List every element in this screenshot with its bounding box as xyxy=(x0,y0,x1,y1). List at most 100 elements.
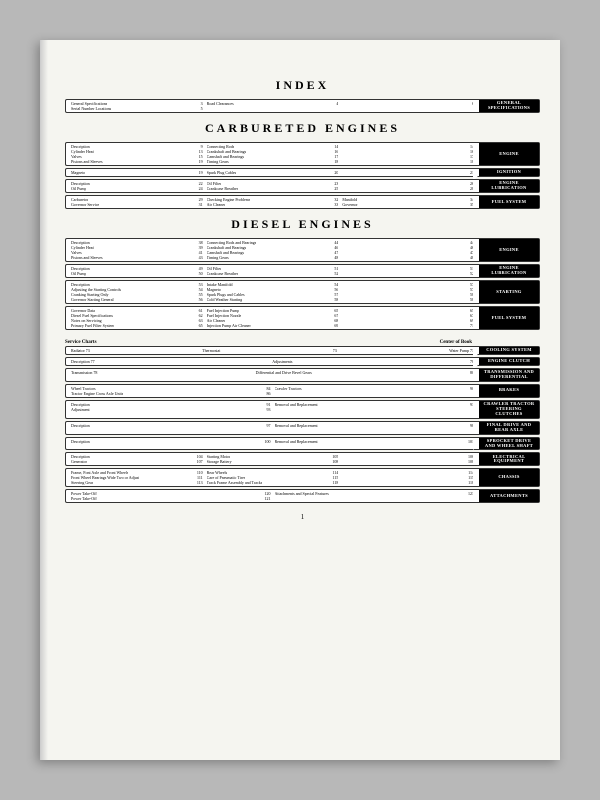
carb-title: CARBURETED ENGINES xyxy=(65,121,540,136)
column: Magneto19 xyxy=(69,170,205,175)
index-entry: Removal and Replacement93 xyxy=(275,402,475,407)
index-entry: Timing Gears48 xyxy=(207,255,339,260)
column: Starting Motor105Storage Battery108 xyxy=(205,454,341,464)
index-entry: Governor35 xyxy=(342,202,474,207)
index-entry: Cold Weather Starting58 xyxy=(207,297,339,302)
index-entry: Adjustment93 xyxy=(71,407,271,412)
index-row: Governor Data61Diesel Fuel Specification… xyxy=(65,306,540,330)
index-row: Description 77 Adjustments 78ENGINE CLUT… xyxy=(65,357,540,366)
column: 57575858 xyxy=(340,282,476,302)
column: Rear Wheels114Care of Pneumatic Tires115… xyxy=(205,470,341,485)
index-title: INDEX xyxy=(65,78,540,93)
section-tab: SPROCKET DRIVE AND WHEEL SHAFT xyxy=(479,438,539,450)
index-entry: Removal and Replacement98 xyxy=(275,423,475,428)
index-entry: Adjustments xyxy=(272,359,292,364)
column: Connecting Rods and Bearings44Crankshaft… xyxy=(205,240,341,260)
column: Transmission 78 Differential and Drive B… xyxy=(69,370,476,380)
section-tab: ENGINE CLUTCH xyxy=(479,358,539,365)
column: Intake Manifold54Magneto56Spark Plugs an… xyxy=(205,282,341,302)
index-entry: Description100 xyxy=(71,439,271,444)
column: Manifold34Governor35 xyxy=(340,197,476,207)
subheader: Service ChartsCenter of Book xyxy=(65,340,540,345)
index-row: Carburetor29Governor Service31Checking E… xyxy=(65,195,540,209)
column: Carburetor29Governor Service31 xyxy=(69,197,205,207)
column: Crawler Tractors90 xyxy=(273,386,477,396)
index-entry: 73 xyxy=(333,348,337,353)
index-row: Magneto19Spark Plug Cables2021IGNITION xyxy=(65,168,540,177)
section-tab: COOLING SYSTEM xyxy=(479,347,539,354)
index-entry: Governor Service31 xyxy=(71,202,203,207)
column: Description53Adjusting the Starting Cont… xyxy=(69,282,205,302)
index-row: Radiator 73 Thermostat 73 Water Pump 73 CO… xyxy=(65,346,540,355)
index-row: General Specifications3Serial Number Loc… xyxy=(65,99,540,113)
section-tab: GENERAL SPECIFICATIONS xyxy=(479,100,539,112)
column: Description91Adjustment93 xyxy=(69,402,273,417)
column: Removal and Replacement101 xyxy=(273,439,477,449)
column: Description38Cylinder Head39Valves41Pist… xyxy=(69,240,205,260)
section-tab: ATTACHMENTS xyxy=(479,490,539,502)
column: Description 77 Adjustments 78 xyxy=(69,359,476,364)
index-row: Description38Cylinder Head39Valves41Pist… xyxy=(65,238,540,262)
column: Oil Filter23Crankcase Breather25 xyxy=(205,181,341,191)
index-entry: Description 77 xyxy=(71,359,95,364)
index-entry: 21 xyxy=(342,170,474,175)
column: 5152 xyxy=(340,266,476,276)
index-entry: Power Take-Off121 xyxy=(71,496,271,501)
column: Description49Oil Pump50 xyxy=(69,266,205,276)
section-tab: ELECTRICAL EQUIPMENT xyxy=(479,453,539,465)
column: Attachments and Special Features123 xyxy=(273,491,477,501)
column: Checking Engine Problems32Air Cleaner33 xyxy=(205,197,341,207)
column: Description104Generator107 xyxy=(69,454,205,464)
index-row: Transmission 78 Differential and Drive B… xyxy=(65,368,540,382)
column: Fuel Injection Pump65Fuel Injection Nozz… xyxy=(205,308,341,328)
index-row: Description97 Removal and Replacement98 FI… xyxy=(65,421,540,435)
index-entry: Differential and Drive Bevel Gears xyxy=(256,370,312,380)
index-entry: Storage Battery108 xyxy=(207,459,339,464)
column: Description9Cylinder Head13Valves15Pisto… xyxy=(69,144,205,164)
column: Governor Data61Diesel Fuel Specification… xyxy=(69,308,205,328)
index-row: Description53Adjusting the Starting Cont… xyxy=(65,280,540,304)
index-entry: Governor Starting General56 xyxy=(71,297,203,302)
column: 44464748 xyxy=(340,240,476,260)
section-tab: CHASSIS xyxy=(479,469,539,486)
index-entry: 6 xyxy=(342,101,474,106)
column: 106108 xyxy=(340,454,476,464)
index-entry: Pistons and Sleeves19 xyxy=(71,159,203,164)
index-entry: Water Pump 73 xyxy=(449,348,474,353)
column: Oil Filter51Crankcase Breather52 xyxy=(205,266,341,276)
column: Connecting Rods14Crankshaft and Bearings… xyxy=(205,144,341,164)
index-entry: Magneto19 xyxy=(71,170,203,175)
section-tab: ENGINE LUBRICATION xyxy=(479,180,539,192)
index-row: Description49Oil Pump50Oil Filter51Crank… xyxy=(65,264,540,278)
index-entry: Serial Number Locations5 xyxy=(71,106,203,111)
column: Description100 xyxy=(69,439,273,449)
column: General Specifications3Serial Number Loc… xyxy=(69,101,205,111)
index-entry: Oil Pump24 xyxy=(71,186,203,191)
index-row: Power Take-Off120Power Take-Off121Attach… xyxy=(65,489,540,503)
index-row: Description22Oil Pump24Oil Filter23Crank… xyxy=(65,179,540,193)
index-entry: Air Cleaner33 xyxy=(207,202,339,207)
section-tab: FINAL DRIVE AND REAR AXLE xyxy=(479,422,539,434)
index-entry: Crankcase Breather25 xyxy=(207,186,339,191)
section-tab: BRAKES xyxy=(479,385,539,397)
manual-page: { "titles": { "index": "INDEX", "carb": … xyxy=(40,40,560,760)
index-entry: 48 xyxy=(342,255,474,260)
column: 21 xyxy=(340,170,476,175)
index-entry: Description97 xyxy=(71,423,271,428)
index-row: Wheel Tractors84Tractor Engine Cross Axl… xyxy=(65,384,540,398)
section-tab: ENGINE xyxy=(479,143,539,165)
index-entry: Primary Fuel Filter System65 xyxy=(71,323,203,328)
index-entry: Radiator 73 xyxy=(71,348,90,353)
index-entry: Thermostat xyxy=(202,348,220,353)
section-tab: ENGINE xyxy=(479,239,539,261)
section-tab: FUEL SYSTEM xyxy=(479,307,539,329)
index-entry: 58 xyxy=(342,297,474,302)
index-row: Description9Cylinder Head13Valves15Pisto… xyxy=(65,142,540,166)
section-tab: IGNITION xyxy=(479,169,539,176)
column: 2628 xyxy=(340,181,476,191)
column: Radiator 73 Thermostat 73 Water Pump 73 xyxy=(69,348,476,353)
column: 6 xyxy=(340,101,476,111)
index-entry: Track Frame Assembly and Tracks118 xyxy=(207,480,339,485)
column: 14161718 xyxy=(340,144,476,164)
column: Description97 xyxy=(69,423,273,433)
